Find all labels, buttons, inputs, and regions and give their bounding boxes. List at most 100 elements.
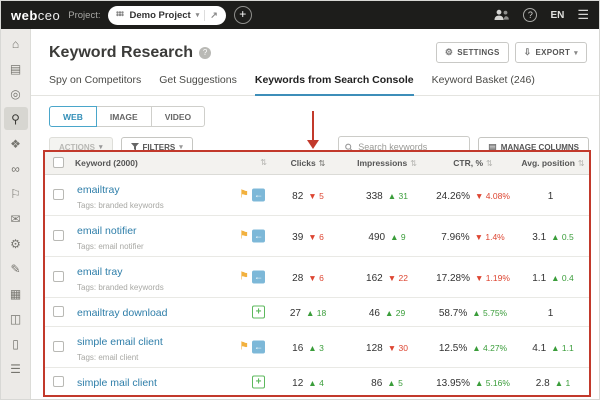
edit-icon[interactable]: ✎ (10, 261, 21, 276)
search-input[interactable] (358, 142, 464, 152)
menu-icon[interactable]: ☰ (10, 361, 21, 376)
table-row[interactable]: simple email client Tags: email client ⚑… (45, 326, 589, 368)
export-button[interactable]: ⇩ EXPORT ▾ (514, 42, 587, 63)
add-keyword-icon[interactable]: + (252, 305, 265, 318)
table-row[interactable]: emailtray Tags: branded keywords ⚑ ← 82 ▼ … (45, 174, 589, 216)
column-header-impressions[interactable]: Impressions ⇅ (345, 152, 429, 175)
flag-icon[interactable]: ⚑ (239, 270, 249, 282)
assign-arrow-icon[interactable]: ← (252, 270, 265, 283)
table-row[interactable]: mail notifier Tags: email notifier ⚑← 10… (45, 396, 589, 397)
row-checkbox[interactable] (52, 305, 64, 317)
tools-icon[interactable]: ⚙ (10, 236, 21, 251)
column-header-keyword[interactable]: Keyword (2000) ⇅ (71, 152, 271, 175)
assign-arrow-icon[interactable]: ← (252, 229, 265, 242)
cell-ctr: 24.26% ▼ 4.08% (429, 174, 517, 216)
row-checkbox[interactable] (52, 229, 64, 241)
tab-get-suggestions[interactable]: Get Suggestions (159, 74, 237, 86)
main-content: Keyword Research ? ⚙ SETTINGS ⇩ EXPORT ▾… (31, 29, 599, 399)
language-selector[interactable]: EN (550, 9, 565, 21)
reports-icon[interactable]: ◫ (9, 311, 22, 326)
subtab-image[interactable]: IMAGE (95, 106, 152, 127)
keyword-link[interactable]: email notifier (77, 224, 137, 237)
keyword-icons: + (252, 375, 265, 388)
column-header-avg-position[interactable]: Avg. position ⇅ (517, 152, 589, 175)
column-header-clicks[interactable]: Clicks ⇅ (271, 152, 345, 175)
top-bar: webceo Project: Demo Project ▾ ↗ + ? EN … (1, 1, 599, 29)
sort-icon[interactable]: ⇅ (577, 158, 585, 168)
sort-icon[interactable]: ⇅ (318, 158, 326, 168)
metric-change: ▼ 30 (387, 342, 408, 353)
apps-icon[interactable]: ▦ (9, 286, 22, 301)
keywords-icon[interactable]: ⚲ (3, 107, 28, 130)
table-row[interactable]: simple mail client + 12 ▲ 4 86 ▲ 5 13.95% ▲… (45, 367, 589, 395)
cell-ctr: 2.92%▲ 0.02% (429, 396, 517, 397)
metric-change: ▲ 1 (554, 377, 571, 388)
flag-icon[interactable]: ⚑ (239, 188, 249, 200)
row-checkbox[interactable] (52, 340, 64, 352)
subtab-video[interactable]: VIDEO (150, 106, 206, 127)
settings-button[interactable]: ⚙ SETTINGS (435, 42, 509, 63)
row-select-cell (45, 326, 71, 368)
metric-change: ▼ 6 (308, 231, 324, 242)
keyword-link[interactable]: email tray (77, 265, 123, 278)
table-row[interactable]: email tray Tags: branded keywords ⚑ ← 28 ▼… (45, 256, 589, 298)
export-label: EXPORT (535, 48, 571, 57)
select-all-checkbox[interactable] (52, 157, 64, 169)
sort-icon[interactable]: ⇅ (410, 158, 417, 168)
users-icon[interactable] (493, 9, 510, 21)
backlinks-icon[interactable]: ∞ (11, 161, 20, 176)
metric-value: 1 (547, 190, 554, 202)
keywords-table: Keyword (2000) ⇅ Clicks ⇅ Impressions ⇅ CTR… (45, 152, 589, 397)
keyword-link[interactable]: simple mail client (77, 376, 157, 389)
subtab-web[interactable]: WEB (49, 106, 97, 127)
local-seo-icon[interactable]: ⚐ (10, 186, 21, 201)
keyword-link[interactable]: emailtray download (77, 306, 168, 319)
add-keyword-icon[interactable]: + (252, 375, 265, 388)
filters-label: FILTERS (142, 142, 176, 152)
sort-icon[interactable]: ⇅ (486, 158, 493, 168)
flag-icon[interactable]: ⚑ (239, 340, 249, 352)
table-row[interactable]: emailtray download + 27 ▲ 18 46 ▲ 29 58.7%… (45, 297, 589, 327)
external-link-icon[interactable]: ↗ (210, 9, 218, 20)
rankings-icon[interactable]: ◎ (10, 86, 21, 101)
metric-value: 7.96% (441, 231, 470, 243)
row-checkbox[interactable] (52, 270, 64, 282)
hamburger-menu-icon[interactable]: ☰ (577, 7, 589, 22)
actions-label: ACTIONS (59, 142, 95, 152)
assign-arrow-icon[interactable]: ← (252, 340, 265, 353)
mobile-icon[interactable]: ▯ (12, 336, 19, 351)
funnel-icon (130, 143, 139, 151)
keyword-icons: ⚑ ← (239, 188, 265, 201)
help-icon[interactable]: ? (523, 8, 538, 22)
dashboard-icon[interactable]: ▤ (9, 61, 22, 76)
sort-icon[interactable]: ⇅ (260, 158, 267, 168)
messages-icon[interactable]: ✉ (10, 211, 21, 226)
cell-position: 3.1 ▲ 0.5 (517, 215, 589, 257)
share-icon[interactable]: ❖ (10, 136, 21, 151)
assign-arrow-icon[interactable]: ← (252, 188, 265, 201)
cell-clicks: 28 ▼ 6 (271, 256, 345, 298)
webceo-logo[interactable]: webceo (11, 8, 60, 23)
tab-spy-on-competitors[interactable]: Spy on Competitors (49, 74, 142, 86)
cell-ctr: 58.7% ▲ 5.75% (429, 297, 517, 327)
table-row[interactable]: email notifier Tags: email notifier ⚑ ← 3… (45, 215, 589, 257)
metric-value: 1.1 (532, 272, 547, 284)
keyword-link[interactable]: simple email client (77, 335, 163, 348)
page-help-icon[interactable]: ? (199, 46, 212, 59)
flag-icon[interactable]: ⚑ (239, 229, 249, 241)
metric-change: ▼ 5 (308, 190, 324, 201)
cell-ctr: 7.96% ▼ 1.4% (429, 215, 517, 257)
project-name: Demo Project (129, 9, 191, 21)
row-checkbox[interactable] (52, 188, 64, 200)
tab-keyword-basket-246[interactable]: Keyword Basket (246) (431, 74, 535, 86)
metric-value: 3.1 (532, 231, 547, 243)
add-project-button[interactable]: + (233, 6, 252, 24)
metric-value: 338 (366, 190, 383, 202)
tab-keywords-from-search-console[interactable]: Keywords from Search Console (254, 74, 414, 96)
column-header-ctr[interactable]: CTR, % ⇅ (429, 152, 517, 175)
keyword-link[interactable]: emailtray (77, 183, 120, 196)
home-icon[interactable]: ⌂ (11, 36, 20, 51)
project-selector[interactable]: Demo Project ▾ ↗ (108, 5, 226, 25)
metric-value: 82 (292, 190, 304, 202)
row-checkbox[interactable] (52, 375, 64, 387)
